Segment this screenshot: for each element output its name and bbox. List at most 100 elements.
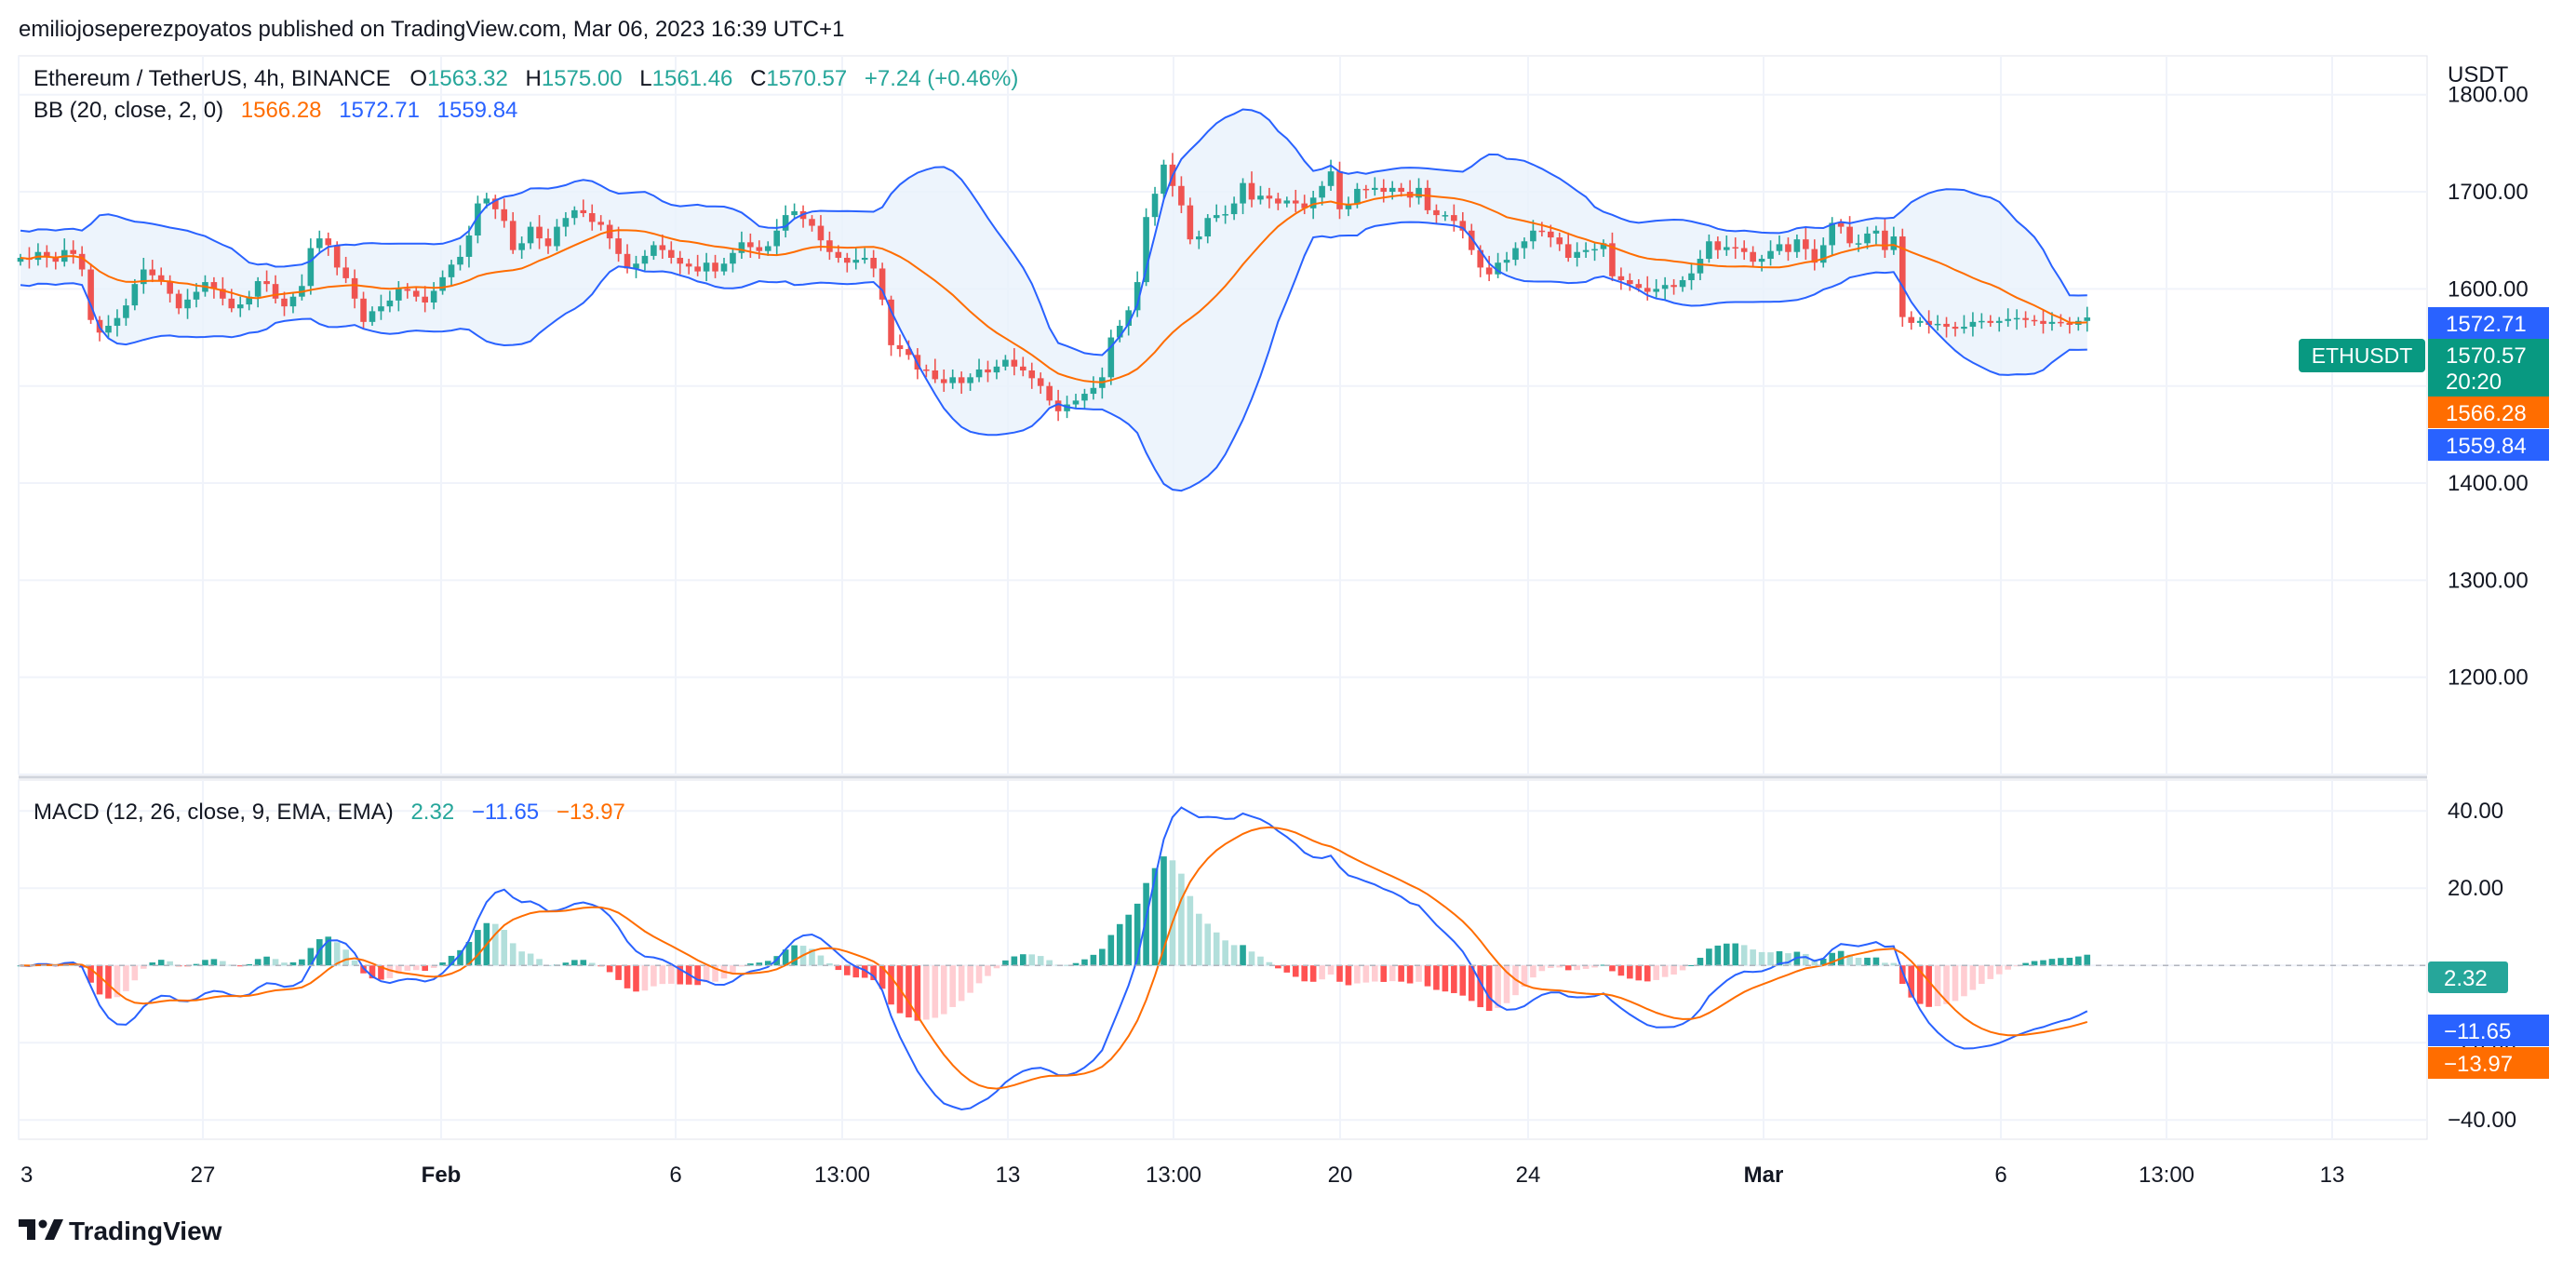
candle-body — [738, 242, 745, 253]
candle-body — [1309, 197, 1317, 208]
time-tick-label: 24 — [1516, 1163, 1541, 1188]
macd-hist-bar — [1169, 860, 1176, 966]
candle-body — [809, 219, 815, 226]
macd-hist-bar — [949, 965, 956, 1007]
candle-body — [1776, 244, 1783, 251]
candle-body — [1969, 321, 1977, 328]
candle-body — [1627, 279, 1633, 285]
bb-basis-badge: 1566.28 — [2446, 401, 2527, 426]
candle-body — [2031, 319, 2038, 322]
candle-body — [888, 299, 894, 345]
candle-body — [1266, 195, 1273, 199]
candle-body — [1028, 370, 1036, 379]
candle-body — [975, 369, 983, 378]
candle-body — [1574, 251, 1580, 258]
macd-hist-bar — [888, 965, 894, 1005]
time-tick-label: 6 — [669, 1163, 681, 1188]
candle-body — [1477, 249, 1483, 268]
legend-macd-signal: −13.97 — [557, 800, 625, 825]
macd-histogram — [17, 856, 2091, 1021]
candle-body — [1485, 267, 1493, 275]
candle-body — [1600, 243, 1607, 249]
macd-hist-bar — [1081, 959, 1088, 966]
macd-hist-bar — [580, 960, 587, 966]
candle-body — [747, 242, 754, 248]
candle-body — [835, 251, 842, 258]
candle-body — [351, 277, 358, 299]
macd-hist-bar — [2066, 957, 2073, 966]
candle-body — [651, 245, 657, 256]
candle-body — [333, 245, 341, 268]
candle-body — [123, 305, 129, 318]
macd-hist-bar — [1327, 965, 1335, 975]
macd-hist-bar — [1758, 951, 1765, 966]
macd-hist-bar — [1161, 856, 1167, 966]
macd-hist-bar — [993, 965, 1000, 969]
candle-body — [430, 290, 437, 303]
candle-body — [668, 249, 675, 258]
price-tick-label: 1800.00 — [2448, 83, 2529, 108]
candle-body — [1521, 241, 1528, 249]
macd-hist-bar — [307, 948, 315, 966]
candle-body — [791, 210, 798, 216]
candle-body — [1248, 182, 1255, 200]
signal-line — [20, 826, 2088, 1090]
legend-change: +7.24 (+0.46%) — [865, 66, 1018, 91]
macd-hist-bar — [1222, 940, 1228, 966]
macd-hist-bar — [1143, 882, 1149, 966]
candle-body — [1362, 188, 1370, 191]
candle-body — [1899, 236, 1906, 317]
macd-hist-bar — [1688, 964, 1695, 966]
symbol-badge-bg — [2299, 339, 2425, 372]
macd-hist-bar — [1811, 959, 1818, 966]
candle-body — [1107, 337, 1115, 378]
macd-hist-bar — [439, 962, 446, 966]
candle-body — [554, 226, 560, 247]
candle-body — [1706, 241, 1712, 260]
macd-hist-bar — [1116, 923, 1123, 966]
candle-body — [1890, 236, 1898, 250]
candle-body — [1451, 215, 1457, 222]
macd-hist-bar — [157, 960, 165, 966]
macd-hist-bar — [412, 965, 420, 971]
candle-body — [396, 289, 402, 301]
candle-body — [114, 317, 121, 327]
bb-lower-line — [20, 221, 2087, 492]
macd-hist-bar — [1908, 965, 1915, 998]
macd-hist-bar — [2058, 958, 2064, 966]
macd-hist-bar — [1178, 873, 1185, 966]
time-tick-label: 6 — [1994, 1163, 2006, 1188]
candle-body — [1116, 326, 1123, 338]
candle-body — [1054, 400, 1062, 411]
legend-bb-lower: 1559.84 — [437, 98, 518, 123]
macd-hist-bar — [1855, 957, 1862, 966]
macd-hist-bar — [571, 960, 578, 966]
macd-hist-bar — [1899, 965, 1906, 984]
macd-hist-bar — [1477, 965, 1483, 1008]
bb-upper-badge-bg — [2428, 307, 2549, 339]
candle-body — [527, 226, 534, 244]
macd-hist-bar — [641, 965, 649, 991]
macd-hist-bar — [588, 962, 596, 966]
candle-body — [1670, 285, 1677, 288]
macd-hist-bar — [1336, 965, 1343, 982]
symbol-badge: ETHUSDT — [2312, 343, 2413, 368]
candle-body — [817, 225, 825, 241]
candle-body — [289, 296, 297, 307]
candle-body — [562, 218, 570, 227]
candle-body — [157, 275, 165, 282]
macd-hist-bar — [1750, 949, 1756, 966]
macd-hist-bar — [202, 960, 208, 966]
macd-hist-bar — [1803, 953, 1809, 966]
macd-hist-bar — [1037, 956, 1044, 966]
macd-hist-bar — [958, 965, 965, 1002]
macd-tick-label: −40.00 — [2448, 1108, 2516, 1133]
candle-body — [1512, 248, 1519, 261]
publisher-line: emiliojoseperezpoyatos published on Trad… — [19, 17, 844, 42]
macd-hist-bar — [1064, 964, 1070, 966]
macd-hist-bar — [940, 965, 947, 1015]
candle-body — [2040, 320, 2046, 324]
macd-signal-badge-bg — [2428, 1047, 2549, 1079]
candle-body — [193, 291, 200, 300]
candle-body — [659, 245, 666, 250]
